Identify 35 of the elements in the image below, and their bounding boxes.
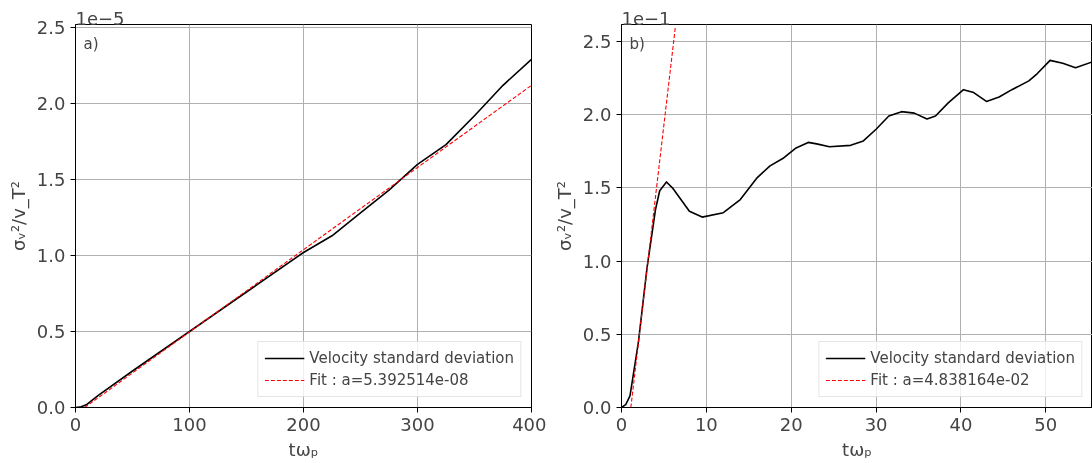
y-tick-label: 2.0 [36,93,66,115]
x-axis-title: tωₚ [288,438,319,460]
x-axis-title: tωₚ [842,438,872,460]
legend-label: Fit : a=5.392514e-08 [309,371,469,389]
x-tick-label: 20 [779,413,803,435]
legend-label: Velocity standard deviation [870,349,1075,367]
x-tick-label: 100 [172,413,207,435]
y-tick-label: 0.5 [582,323,612,345]
y-tick-label: 2.0 [582,104,612,126]
y-tick-label: 2.5 [582,30,612,52]
y-axis-title: σᵥ²/v_T² [553,180,576,252]
y-tick-label: 0.0 [582,397,612,418]
x-tick-label: 200 [286,413,321,435]
y-tick-label: 1.0 [582,250,612,272]
legend-label: Fit : a=4.838164e-02 [870,371,1030,389]
y-tick-label: 1.0 [36,245,66,267]
y-tick-label: 2.5 [36,17,66,39]
x-tick-label: 0 [69,413,82,435]
annotation: 1e−1 [621,7,671,29]
annotation: b) [629,34,645,53]
y-tick-label: 1.5 [582,177,612,199]
annotation: a) [83,34,99,53]
y-axis-title: σᵥ²/v_T² [7,180,30,252]
x-tick-label: 400 [512,413,547,435]
x-tick-label: 30 [864,413,888,435]
x-tick-label: 300 [400,413,435,435]
y-tick-label: 0.5 [36,321,66,343]
legend-label: Velocity standard deviation [309,349,514,367]
x-tick-label: 10 [694,413,718,435]
x-tick-label: 50 [1034,413,1058,435]
y-tick-label: 0.0 [36,397,66,418]
y-tick-label: 1.5 [36,169,66,191]
x-tick-label: 40 [949,413,973,435]
x-tick-label: 0 [615,413,628,435]
annotation: 1e−5 [75,7,125,29]
